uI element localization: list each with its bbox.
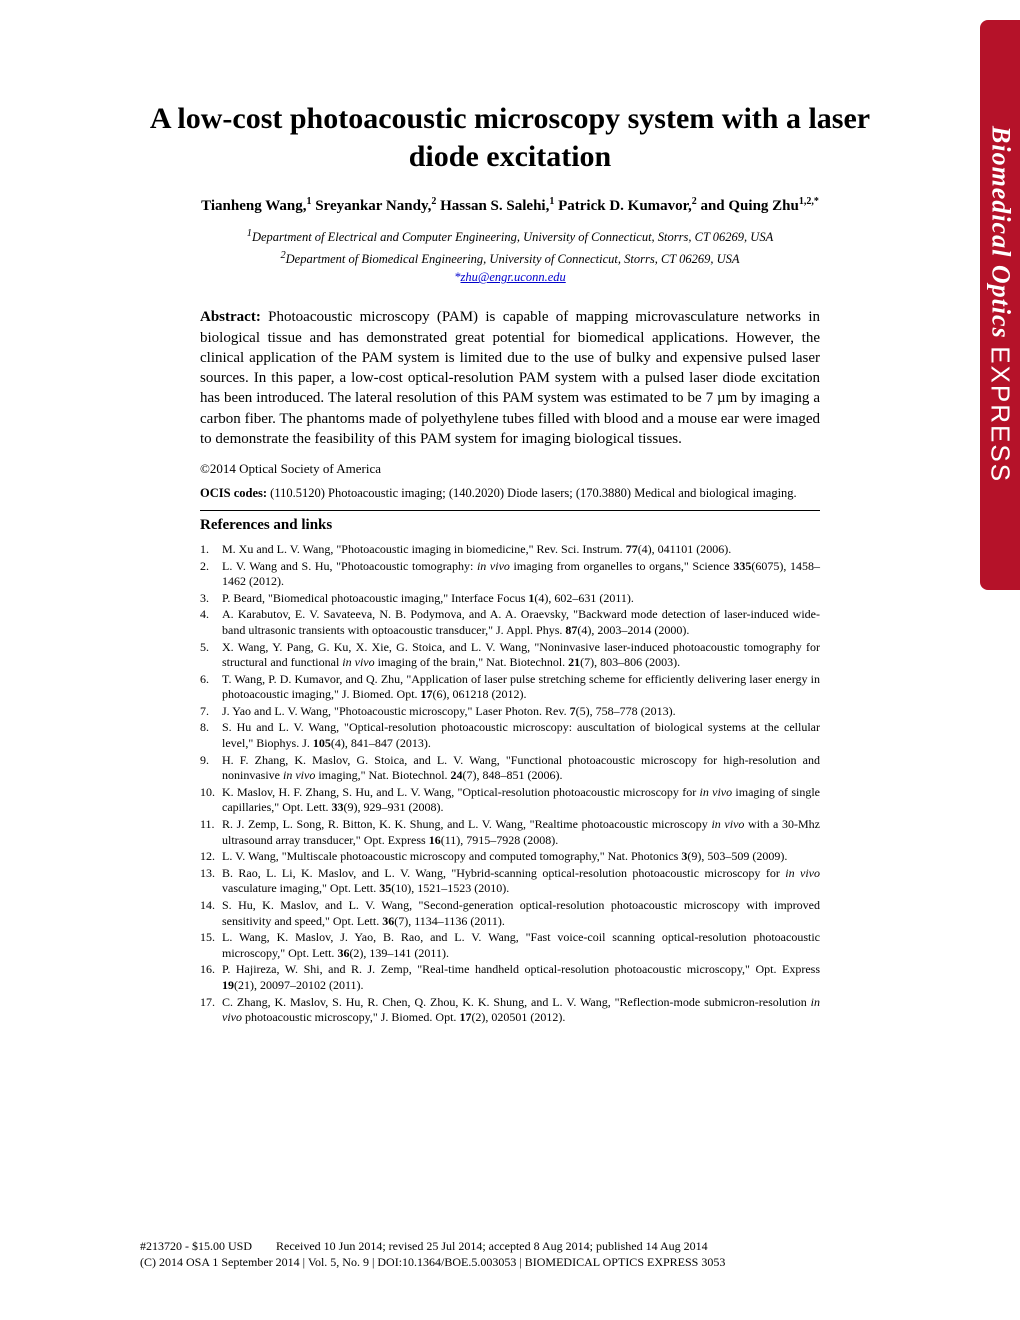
author: Hassan S. Salehi,1 [440,198,558,214]
reference-item: 12.L. V. Wang, "Multiscale photoacoustic… [200,849,820,865]
reference-item: 10.K. Maslov, H. F. Zhang, S. Hu, and L.… [200,785,820,816]
reference-item: 7.J. Yao and L. V. Wang, "Photoacoustic … [200,704,820,720]
corresponding-email: *zhu@engr.uconn.edu [140,270,880,285]
affiliation: 1Department of Electrical and Computer E… [140,227,880,247]
reference-item: 3.P. Beard, "Biomedical photoacoustic im… [200,591,820,607]
footer-article-id: #213720 - $15.00 USD [140,1239,252,1253]
reference-item: 6.T. Wang, P. D. Kumavor, and Q. Zhu, "A… [200,672,820,703]
reference-item: 13.B. Rao, L. Li, K. Maslov, and L. V. W… [200,866,820,897]
authors-line: Tianheng Wang,1 Sreyankar Nandy,2 Hassan… [140,195,880,217]
abstract-text: Photoacoustic microscopy (PAM) is capabl… [200,309,820,447]
article-title: A low-cost photoacoustic microscopy syst… [140,100,880,175]
reference-item: 5.X. Wang, Y. Pang, G. Ku, X. Xie, G. St… [200,640,820,671]
affiliation: 2Department of Biomedical Engineering, U… [140,249,880,269]
reference-item: 1.M. Xu and L. V. Wang, "Photoacoustic i… [200,542,820,558]
reference-item: 2.L. V. Wang and S. Hu, "Photoacoustic t… [200,559,820,590]
reference-item: 4.A. Karabutov, E. V. Savateeva, N. B. P… [200,607,820,638]
footer-citation: (C) 2014 OSA 1 September 2014 | Vol. 5, … [140,1254,880,1270]
author: Tianheng Wang,1 [201,198,315,214]
ocis-codes: OCIS codes: (110.5120) Photoacoustic ima… [200,485,820,502]
reference-item: 16.P. Hajireza, W. Shi, and R. J. Zemp, … [200,962,820,993]
ocis-label: OCIS codes: [200,486,267,500]
footer-dates: Received 10 Jun 2014; revised 25 Jul 201… [276,1239,708,1253]
email-link[interactable]: zhu@engr.uconn.edu [461,270,566,284]
author: Patrick D. Kumavor,2 and [558,198,728,214]
reference-item: 17.C. Zhang, K. Maslov, S. Hu, R. Chen, … [200,995,820,1026]
reference-item: 11.R. J. Zemp, L. Song, R. Bitton, K. K.… [200,817,820,848]
abstract-label: Abstract: [200,309,261,325]
references-divider [200,510,820,511]
reference-item: 14.S. Hu, K. Maslov, and L. V. Wang, "Se… [200,898,820,929]
copyright-line: ©2014 Optical Society of America [200,461,820,477]
author: Quing Zhu1,2,* [728,198,818,214]
reference-item: 15.L. Wang, K. Maslov, J. Yao, B. Rao, a… [200,930,820,961]
reference-item: 8.S. Hu and L. V. Wang, "Optical-resolut… [200,720,820,751]
references-list: 1.M. Xu and L. V. Wang, "Photoacoustic i… [200,542,820,1026]
references-heading: References and links [200,517,820,534]
abstract-block: Abstract: Photoacoustic microscopy (PAM)… [200,307,820,449]
paper-page: A low-cost photoacoustic microscopy syst… [0,0,1020,1087]
ocis-text: (110.5120) Photoacoustic imaging; (140.2… [270,486,797,500]
author: Sreyankar Nandy,2 [315,198,440,214]
page-footer: #213720 - $15.00 USD Received 10 Jun 201… [140,1238,880,1270]
reference-item: 9.H. F. Zhang, K. Maslov, G. Stoica, and… [200,753,820,784]
